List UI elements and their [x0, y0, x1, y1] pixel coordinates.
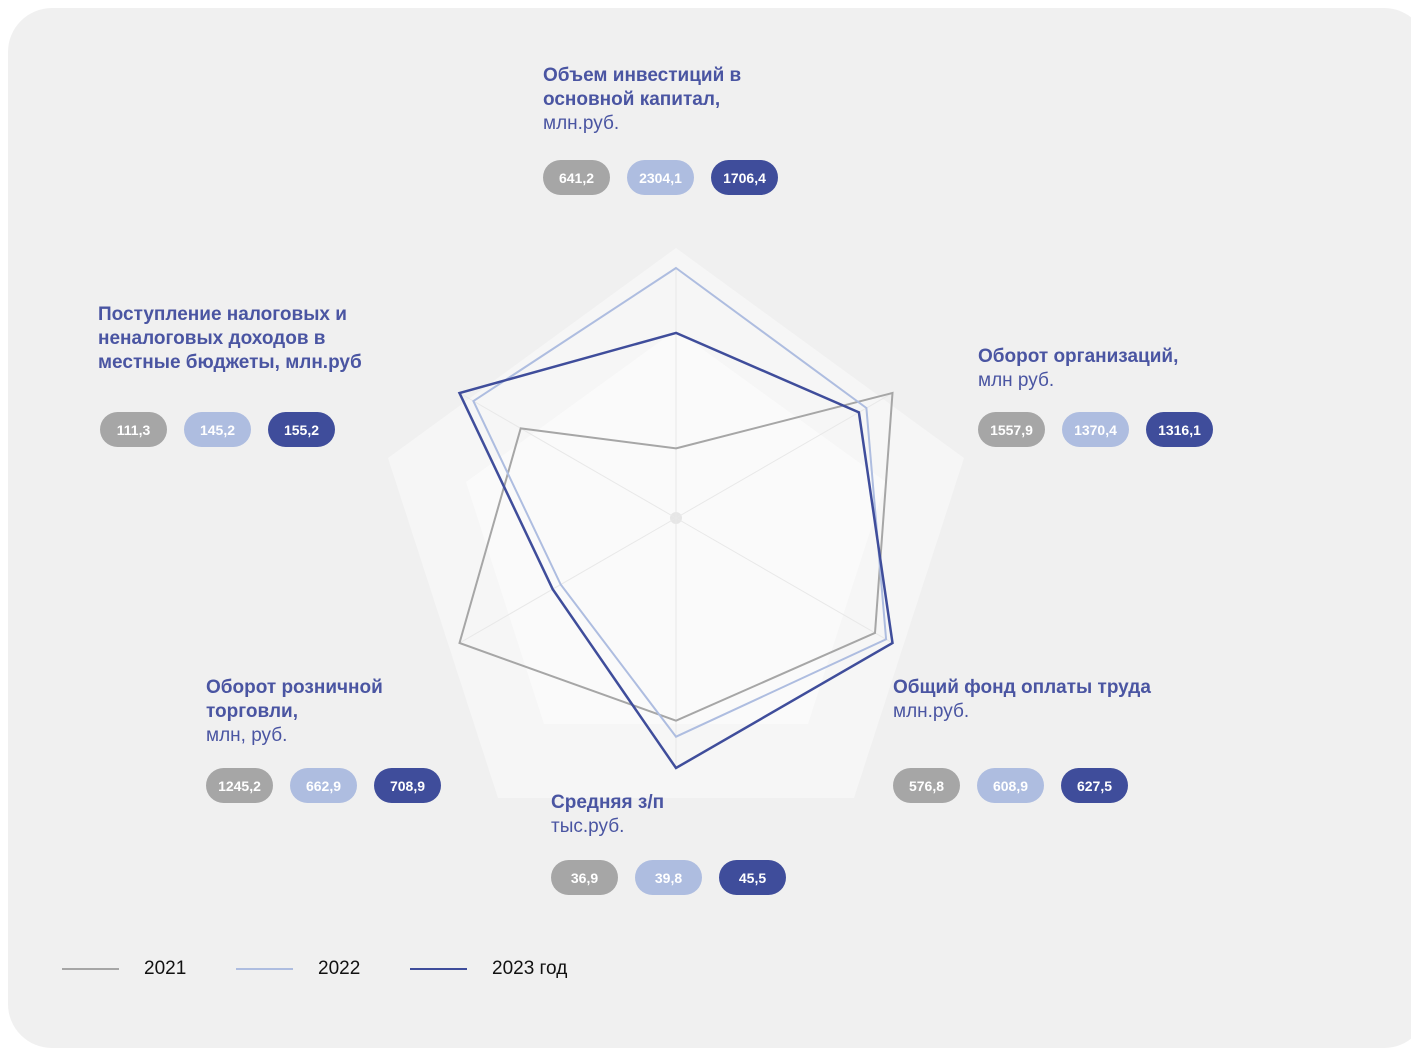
series-line	[458, 391, 894, 722]
spoke	[459, 517, 677, 644]
axis-unit: млн, руб.	[206, 725, 288, 746]
value-label: 1245,2	[206, 768, 273, 803]
axis-label: Объем инвестиций в основной капитал, млн.…	[543, 64, 783, 136]
value-label: 1316,1	[1146, 412, 1213, 447]
axis-unit: млн.руб.	[543, 113, 620, 134]
axis-title: Общий фонд оплаты труда	[893, 677, 1151, 698]
axis-title: Объем инвестиций в основной капитал,	[543, 65, 742, 110]
value-label: 145,2	[184, 412, 251, 447]
series-line	[457, 331, 894, 770]
axis-label: Поступление налоговых и неналоговых дохо…	[98, 303, 378, 375]
value-label: 708,9	[374, 768, 441, 803]
value-label: 576,8	[893, 768, 960, 803]
value-label: 111,3	[100, 412, 167, 447]
spoke	[675, 517, 893, 644]
value-label: 36,9	[551, 860, 618, 895]
value-label: 1370,4	[1062, 412, 1129, 447]
axis-title: Оборот розничной торговли,	[206, 677, 383, 722]
axis-label: Общий фонд оплаты труда млн.руб.	[893, 676, 1193, 724]
value-label: 1557,9	[978, 412, 1045, 447]
series-line	[472, 266, 888, 738]
value-label: 641,2	[543, 160, 610, 195]
value-label: 2304,1	[627, 160, 694, 195]
legend-label: 2022	[318, 958, 361, 979]
spoke	[459, 392, 677, 519]
value-label: 45,5	[719, 860, 786, 895]
axis-title: Поступление налоговых и неналоговых дохо…	[98, 304, 362, 373]
axis-label: Оборот розничной торговли, млн, руб.	[206, 676, 426, 748]
value-label: 662,9	[290, 768, 357, 803]
axis-unit: тыс.руб.	[551, 816, 625, 837]
value-label: 1706,4	[711, 160, 778, 195]
value-label: 627,5	[1061, 768, 1128, 803]
value-label: 39,8	[635, 860, 702, 895]
axis-unit: млн руб.	[978, 370, 1055, 391]
axis-label: Средняя з/п тыс.руб.	[551, 791, 751, 839]
spoke	[675, 392, 893, 519]
legend-label: 2021	[144, 958, 187, 979]
value-label: 608,9	[977, 768, 1044, 803]
axis-title: Средняя з/п	[551, 792, 665, 813]
axis-label: Оборот организаций, млн руб.	[978, 345, 1238, 393]
axis-unit: млн.руб.	[893, 701, 970, 722]
legend-label: 2023 год	[492, 958, 568, 979]
axis-title: Оборот организаций,	[978, 346, 1179, 367]
value-label: 155,2	[268, 412, 335, 447]
